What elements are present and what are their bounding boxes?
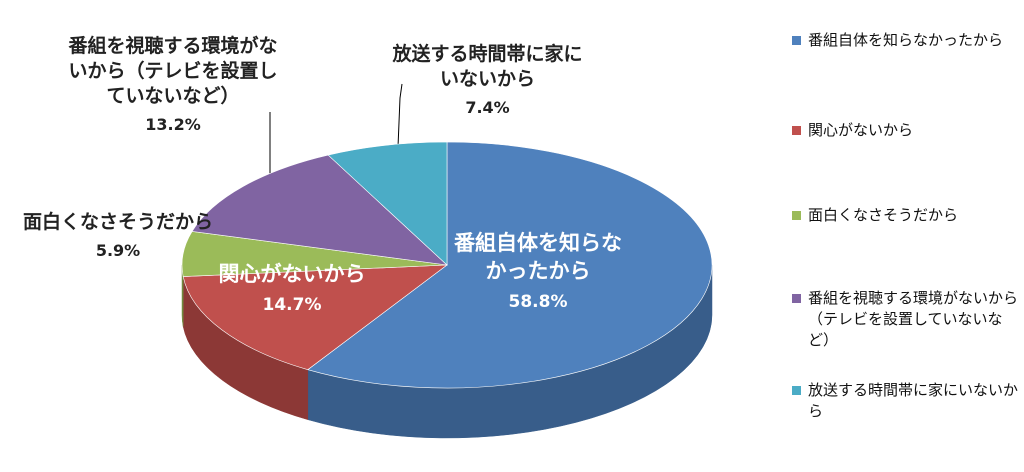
slice-value-1: 14.7% xyxy=(262,295,322,315)
legend-swatch-3 xyxy=(792,294,801,303)
legend-swatch-4 xyxy=(792,386,801,395)
slice-value-2: 5.9% xyxy=(95,241,141,260)
slice-label-0: 番組自体を知らなかったから 58.8% xyxy=(448,229,628,316)
slice-label-1: 関心がないから 14.7% xyxy=(207,260,377,319)
legend-item-3: 番組を視聴する環境がないから（テレビを設置していないなど） xyxy=(790,288,1020,351)
legend-item-0: 番組自体を知らなかったから xyxy=(790,30,1020,51)
legend-item-1: 関心がないから xyxy=(790,120,1020,141)
pie-chart xyxy=(181,83,713,439)
legend-item-2: 面白くなさそうだから xyxy=(790,205,1020,226)
legend-item-4: 放送する時間帯に家にいないから xyxy=(790,380,1020,422)
legend-swatch-1 xyxy=(792,126,801,135)
slice-0 xyxy=(307,141,713,389)
slice-label-4: 放送する時間帯に家にいないから 7.4% xyxy=(385,42,590,120)
legend-swatch-0 xyxy=(792,36,801,45)
slice-value-4: 7.4% xyxy=(465,98,510,117)
slice-4 xyxy=(327,141,448,266)
slice-label-2: 面白くなさそうだから 5.9% xyxy=(18,210,218,263)
slice-value-3: 13.2% xyxy=(145,115,201,134)
legend-swatch-2 xyxy=(792,211,801,220)
slice-value-0: 58.8% xyxy=(508,292,568,312)
slice-label-3: 番組を視聴する環境がないから（テレビを設置していないなど） 13.2% xyxy=(68,34,278,137)
leader-line-1 xyxy=(397,83,403,148)
pie-slices xyxy=(181,141,713,389)
slice-1 xyxy=(182,264,448,371)
slice-3 xyxy=(191,154,448,266)
